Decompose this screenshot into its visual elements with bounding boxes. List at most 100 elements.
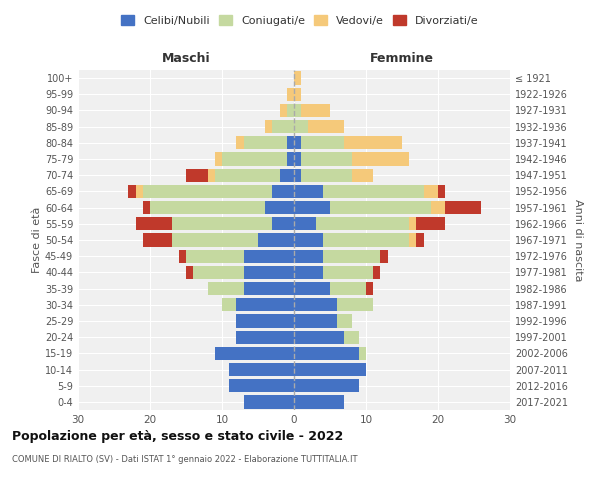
Bar bbox=[222, 298, 236, 312]
Bar bbox=[136, 217, 172, 230]
Bar bbox=[316, 217, 409, 230]
Bar bbox=[323, 250, 380, 263]
Bar bbox=[409, 234, 416, 246]
Bar bbox=[416, 217, 445, 230]
Bar bbox=[373, 266, 380, 279]
Bar bbox=[294, 217, 316, 230]
Bar bbox=[294, 120, 308, 134]
Bar bbox=[330, 201, 431, 214]
Bar bbox=[215, 346, 294, 360]
Bar bbox=[236, 314, 294, 328]
Bar bbox=[294, 298, 337, 312]
Bar bbox=[294, 330, 344, 344]
Bar bbox=[265, 120, 272, 134]
Bar bbox=[294, 168, 301, 182]
Bar bbox=[280, 168, 294, 182]
Y-axis label: Fasce di età: Fasce di età bbox=[32, 207, 42, 273]
Bar bbox=[150, 201, 265, 214]
Text: Maschi: Maschi bbox=[161, 52, 211, 65]
Bar bbox=[366, 282, 373, 295]
Bar bbox=[330, 282, 366, 295]
Bar bbox=[438, 185, 445, 198]
Bar bbox=[172, 234, 258, 246]
Bar bbox=[272, 120, 294, 134]
Bar bbox=[294, 379, 359, 392]
Bar bbox=[172, 217, 272, 230]
Bar bbox=[294, 282, 330, 295]
Bar bbox=[294, 88, 301, 101]
Bar bbox=[445, 201, 481, 214]
Bar bbox=[244, 396, 294, 408]
Text: COMUNE DI RIALTO (SV) - Dati ISTAT 1° gennaio 2022 - Elaborazione TUTTITALIA.IT: COMUNE DI RIALTO (SV) - Dati ISTAT 1° ge… bbox=[12, 455, 358, 464]
Bar bbox=[359, 346, 366, 360]
Bar bbox=[193, 266, 244, 279]
Bar bbox=[294, 314, 337, 328]
Bar bbox=[337, 314, 352, 328]
Bar bbox=[287, 104, 294, 117]
Bar bbox=[229, 363, 294, 376]
Bar bbox=[323, 185, 424, 198]
Text: Popolazione per età, sesso e stato civile - 2022: Popolazione per età, sesso e stato civil… bbox=[12, 430, 343, 443]
Bar bbox=[424, 185, 438, 198]
Bar bbox=[294, 346, 359, 360]
Bar bbox=[294, 266, 323, 279]
Bar bbox=[323, 266, 373, 279]
Bar bbox=[308, 120, 344, 134]
Bar bbox=[215, 168, 280, 182]
Bar bbox=[229, 379, 294, 392]
Bar bbox=[143, 234, 172, 246]
Bar bbox=[236, 298, 294, 312]
Bar bbox=[244, 136, 287, 149]
Bar bbox=[215, 152, 222, 166]
Bar bbox=[344, 330, 359, 344]
Bar bbox=[294, 104, 301, 117]
Bar bbox=[236, 136, 244, 149]
Bar bbox=[301, 168, 352, 182]
Bar bbox=[301, 152, 352, 166]
Bar bbox=[136, 185, 143, 198]
Bar bbox=[431, 201, 445, 214]
Bar bbox=[208, 168, 215, 182]
Bar bbox=[352, 152, 409, 166]
Bar bbox=[294, 234, 323, 246]
Bar bbox=[294, 136, 301, 149]
Bar bbox=[294, 250, 323, 263]
Bar bbox=[265, 201, 294, 214]
Bar bbox=[294, 185, 323, 198]
Bar bbox=[244, 250, 294, 263]
Bar bbox=[344, 136, 402, 149]
Bar bbox=[380, 250, 388, 263]
Bar bbox=[287, 88, 294, 101]
Bar bbox=[301, 104, 330, 117]
Legend: Celibi/Nubili, Coniugati/e, Vedovi/e, Divorziati/e: Celibi/Nubili, Coniugati/e, Vedovi/e, Di… bbox=[117, 10, 483, 30]
Bar bbox=[272, 185, 294, 198]
Bar bbox=[294, 72, 301, 85]
Bar bbox=[128, 185, 136, 198]
Text: Femmine: Femmine bbox=[370, 52, 434, 65]
Bar bbox=[287, 152, 294, 166]
Bar bbox=[208, 282, 244, 295]
Bar bbox=[186, 250, 244, 263]
Bar bbox=[258, 234, 294, 246]
Bar bbox=[294, 363, 366, 376]
Bar bbox=[294, 152, 301, 166]
Bar bbox=[409, 217, 416, 230]
Bar bbox=[244, 266, 294, 279]
Bar bbox=[294, 396, 344, 408]
Bar bbox=[294, 201, 330, 214]
Bar bbox=[143, 201, 150, 214]
Bar bbox=[236, 330, 294, 344]
Y-axis label: Anni di nascita: Anni di nascita bbox=[574, 198, 583, 281]
Bar bbox=[287, 136, 294, 149]
Bar bbox=[244, 282, 294, 295]
Bar bbox=[337, 298, 373, 312]
Bar bbox=[301, 136, 344, 149]
Bar bbox=[186, 168, 208, 182]
Bar bbox=[323, 234, 409, 246]
Bar bbox=[352, 168, 373, 182]
Bar bbox=[272, 217, 294, 230]
Bar bbox=[186, 266, 193, 279]
Bar bbox=[143, 185, 272, 198]
Bar bbox=[222, 152, 287, 166]
Bar bbox=[416, 234, 424, 246]
